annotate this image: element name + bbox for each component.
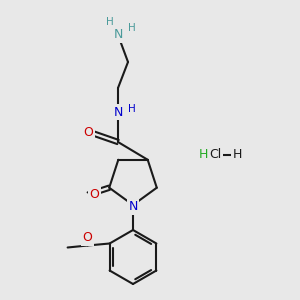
Text: H: H [198, 148, 208, 161]
Text: N: N [128, 200, 138, 214]
Text: O: O [89, 188, 99, 201]
Text: Cl: Cl [209, 148, 221, 161]
Text: H: H [106, 17, 114, 27]
Text: H: H [128, 23, 136, 33]
Text: O: O [83, 231, 93, 244]
Text: O: O [83, 127, 93, 140]
Text: N: N [113, 106, 123, 118]
Text: H: H [128, 104, 136, 114]
Text: N: N [113, 28, 123, 41]
Text: H: H [232, 148, 242, 161]
